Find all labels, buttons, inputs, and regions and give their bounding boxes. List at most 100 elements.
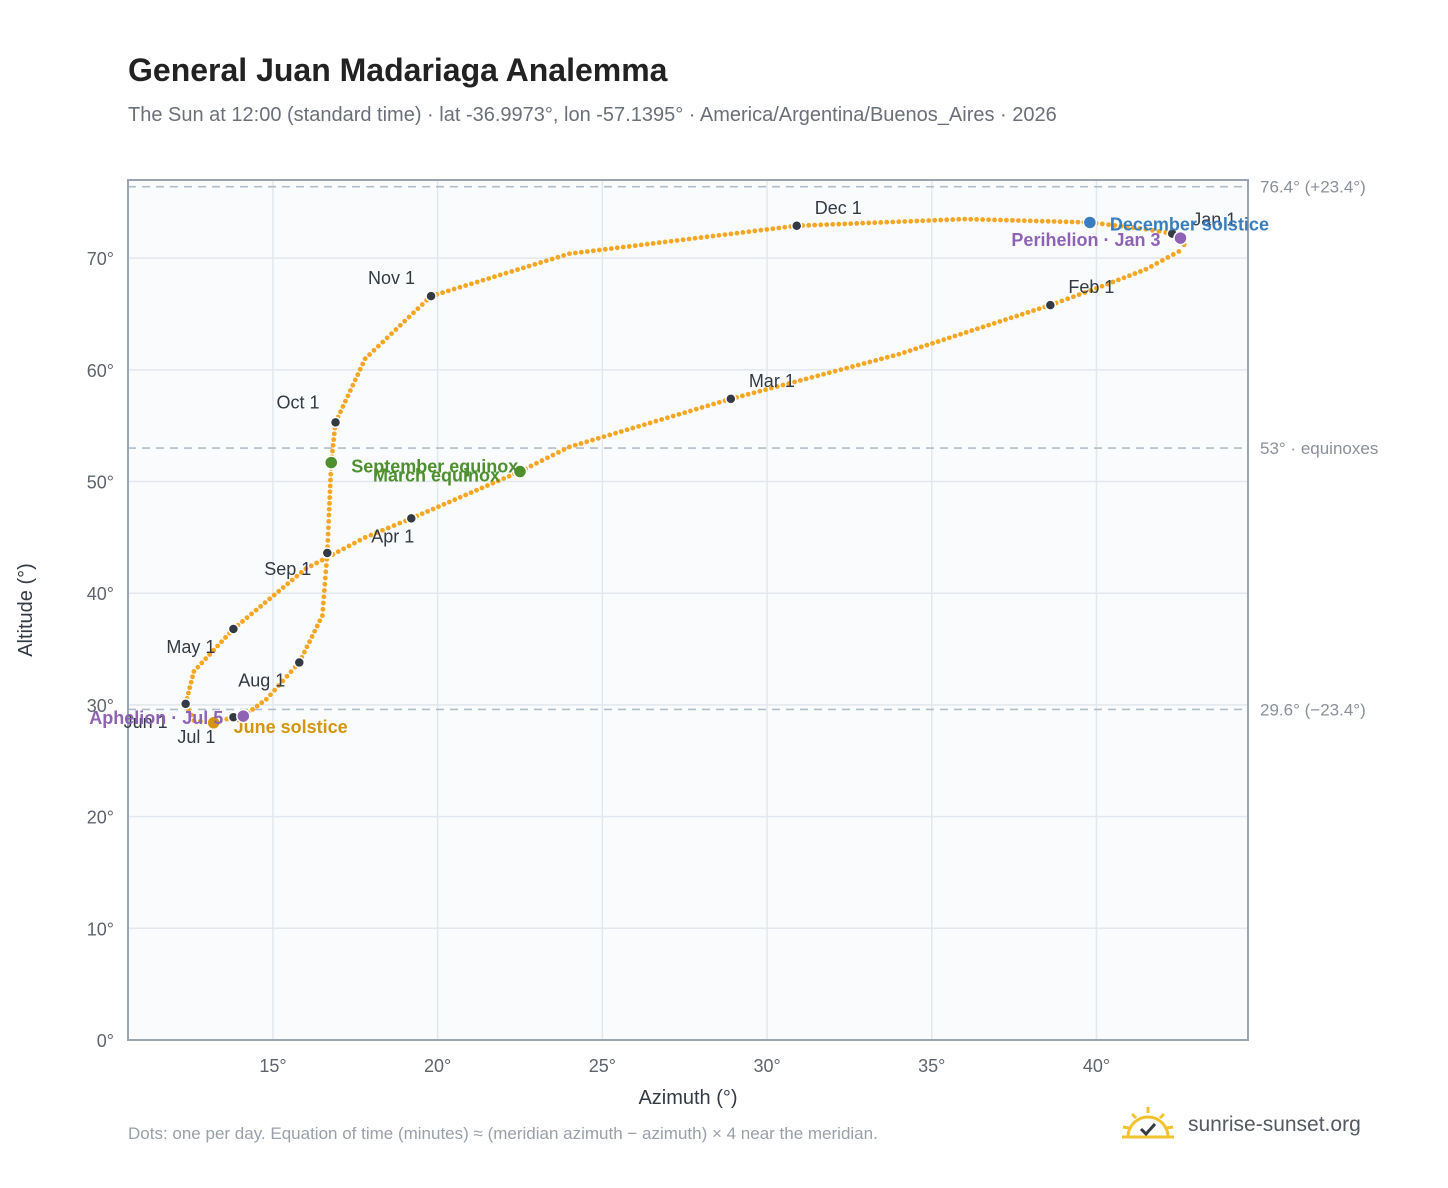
analemma-day-dot (490, 480, 496, 486)
analemma-day-dot (924, 342, 930, 348)
analemma-day-dot (350, 382, 356, 388)
analemma-day-dot (626, 243, 632, 249)
analemma-day-dot (806, 222, 812, 228)
analemma-day-dot (240, 619, 245, 624)
analemma-day-dot (567, 251, 572, 257)
analemma-day-dot (1094, 285, 1099, 291)
analemma-day-dot (676, 411, 682, 417)
analemma-day-dot (1165, 255, 1171, 260)
analemma-day-dot (1156, 228, 1162, 234)
analemma-day-dot (445, 288, 451, 294)
month-marker-label: Jan 1 (1192, 210, 1236, 230)
analemma-day-dot (956, 216, 962, 222)
analemma-day-dot (832, 368, 838, 374)
analemma-day-dot (969, 328, 975, 333)
analemma-day-dot (867, 359, 873, 365)
analemma-day-dot (549, 256, 555, 262)
analemma-day-dot (385, 525, 391, 531)
analemma-day-dot (463, 283, 469, 288)
analemma-day-dot (1121, 275, 1127, 281)
analemma-day-dot (415, 306, 421, 312)
analemma-day-dot (595, 435, 601, 441)
analemma-day-dot (492, 274, 497, 280)
analemma-day-dot (1170, 252, 1176, 257)
analemma-day-dot (613, 430, 618, 436)
analemma-day-dot (304, 644, 310, 650)
analemma-day-dot (838, 367, 844, 373)
analemma-day-dot (1019, 311, 1025, 317)
analemma-day-dot (440, 290, 445, 296)
x-tick-label: 15° (259, 1056, 286, 1076)
analemma-day-dot (561, 447, 567, 453)
analemma-day-dot (638, 242, 644, 248)
analemma-day-dot (1132, 271, 1138, 276)
analemma-day-dot (351, 540, 357, 546)
analemma-day-dot (980, 217, 985, 222)
analemma-day-dot (556, 449, 561, 455)
analemma-day-dot (872, 220, 878, 226)
y-tick-label: 10° (87, 919, 114, 939)
analemma-day-dot (602, 246, 608, 252)
analemma-day-dot (532, 261, 538, 267)
analemma-day-dot (249, 611, 254, 617)
analemma-day-dot (1143, 226, 1149, 232)
analemma-day-dot (285, 581, 291, 587)
analemma-day-dot (1082, 290, 1088, 295)
analemma-day-dot (486, 276, 492, 281)
analemma-day-dot (1116, 277, 1121, 283)
analemma-day-dot (446, 499, 452, 505)
analemma-day-dot (803, 376, 809, 382)
analemma-day-dot (902, 350, 907, 355)
analemma-day-dot (1099, 283, 1105, 289)
analemma-day-dot (780, 382, 786, 388)
analemma-day-dot (1031, 308, 1036, 313)
month-marker-label: May 1 (166, 637, 215, 657)
analemma-day-dot (543, 258, 549, 264)
analemma-day-dot (188, 679, 194, 685)
analemma-day-dot (782, 224, 788, 230)
month-marker-label: Sep 1 (264, 559, 311, 579)
analemma-day-dot (219, 639, 224, 645)
analemma-day-dot (393, 327, 399, 332)
analemma-day-dot (1176, 249, 1182, 254)
analemma-day-dot (998, 217, 1003, 223)
analemma-day-dot (659, 417, 665, 422)
analemma-day-dot (812, 222, 818, 228)
analemma-day-dot (850, 364, 855, 369)
analemma-day-dot (326, 512, 332, 518)
analemma-day-dot (503, 270, 509, 276)
month-marker (321, 547, 334, 559)
analemma-day-dot (371, 347, 377, 353)
month-marker-label: Nov 1 (368, 268, 415, 288)
analemma-day-dot (294, 573, 300, 579)
analemma-day-dot (497, 272, 503, 278)
analemma-day-dot (914, 218, 920, 224)
footnote: Dots: one per day. Equation of time (min… (128, 1124, 878, 1143)
plot-area (128, 180, 1248, 1040)
analemma-day-dot (534, 460, 539, 466)
analemma-day-dot (340, 404, 346, 409)
analemma-day-dot (479, 485, 485, 491)
analemma-day-dot (268, 692, 273, 698)
analemma-day-dot (1059, 298, 1065, 304)
analemma-day-dot (1071, 294, 1076, 300)
analemma-day-dot (991, 320, 997, 326)
brand-link[interactable]: sunrise-sunset.org (1120, 1100, 1361, 1150)
analemma-day-dot (335, 549, 341, 555)
analemma-day-dot (397, 322, 403, 328)
analemma-day-dot (289, 577, 295, 583)
analemma-day-dot (430, 506, 436, 512)
analemma-day-dot (321, 594, 327, 600)
analemma-day-dot (641, 422, 647, 428)
analemma-day-dot (716, 399, 722, 405)
analemma-day-dot (341, 546, 347, 552)
analemma-day-dot (688, 408, 693, 414)
event-marker (1173, 230, 1188, 246)
analemma-day-dot (614, 245, 620, 251)
analemma-day-dot (346, 543, 352, 549)
analemma-day-dot (276, 588, 282, 594)
analemma-day-dot (1015, 218, 1021, 223)
month-marker (227, 623, 240, 635)
analemma-day-dot (1004, 217, 1009, 223)
analemma-day-dot (792, 379, 797, 385)
